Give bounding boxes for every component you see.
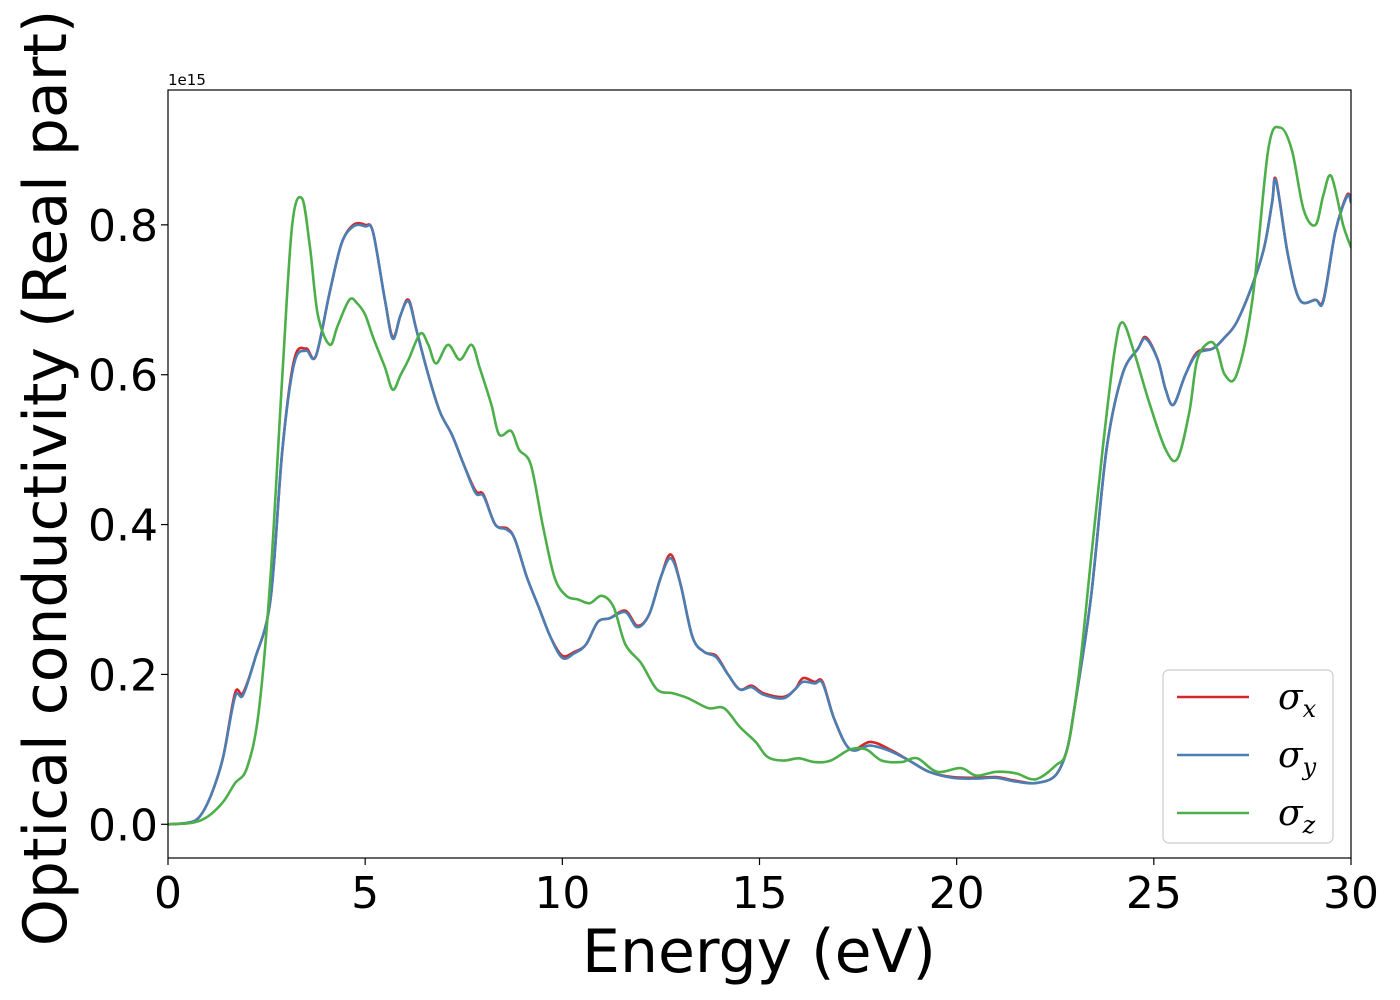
legend-label-x: σx [1278, 677, 1317, 723]
x-tick-label: 15 [732, 868, 788, 919]
x-axis-label: Energy (eV) [582, 917, 936, 987]
x-tick-label: 10 [534, 868, 590, 919]
y-tick-label: 0.2 [88, 650, 158, 701]
y-tick-label: 0.6 [88, 351, 158, 402]
y-tick-label: 0.4 [88, 501, 158, 552]
x-tick-label: 0 [154, 868, 182, 919]
y-offset-label: 1e15 [168, 71, 206, 89]
x-tick-label: 5 [351, 868, 379, 919]
series-lines [168, 125, 1351, 826]
x-tick-label: 20 [929, 868, 985, 919]
series-line-y [168, 178, 1351, 826]
y-tick-label: 0.0 [88, 800, 158, 851]
y-tick-label: 0.8 [88, 201, 158, 252]
series-line-z [168, 125, 1351, 826]
legend-box [1162, 669, 1334, 844]
axis-ticks: 0 5 10 15 20 25 30 0.0 0.2 0.4 0.6 0.8 [88, 201, 1379, 919]
x-tick-label: 25 [1126, 868, 1182, 919]
y-axis-label: Optical conductivity (Real part) [11, 10, 81, 947]
x-tick-label: 30 [1323, 868, 1379, 919]
